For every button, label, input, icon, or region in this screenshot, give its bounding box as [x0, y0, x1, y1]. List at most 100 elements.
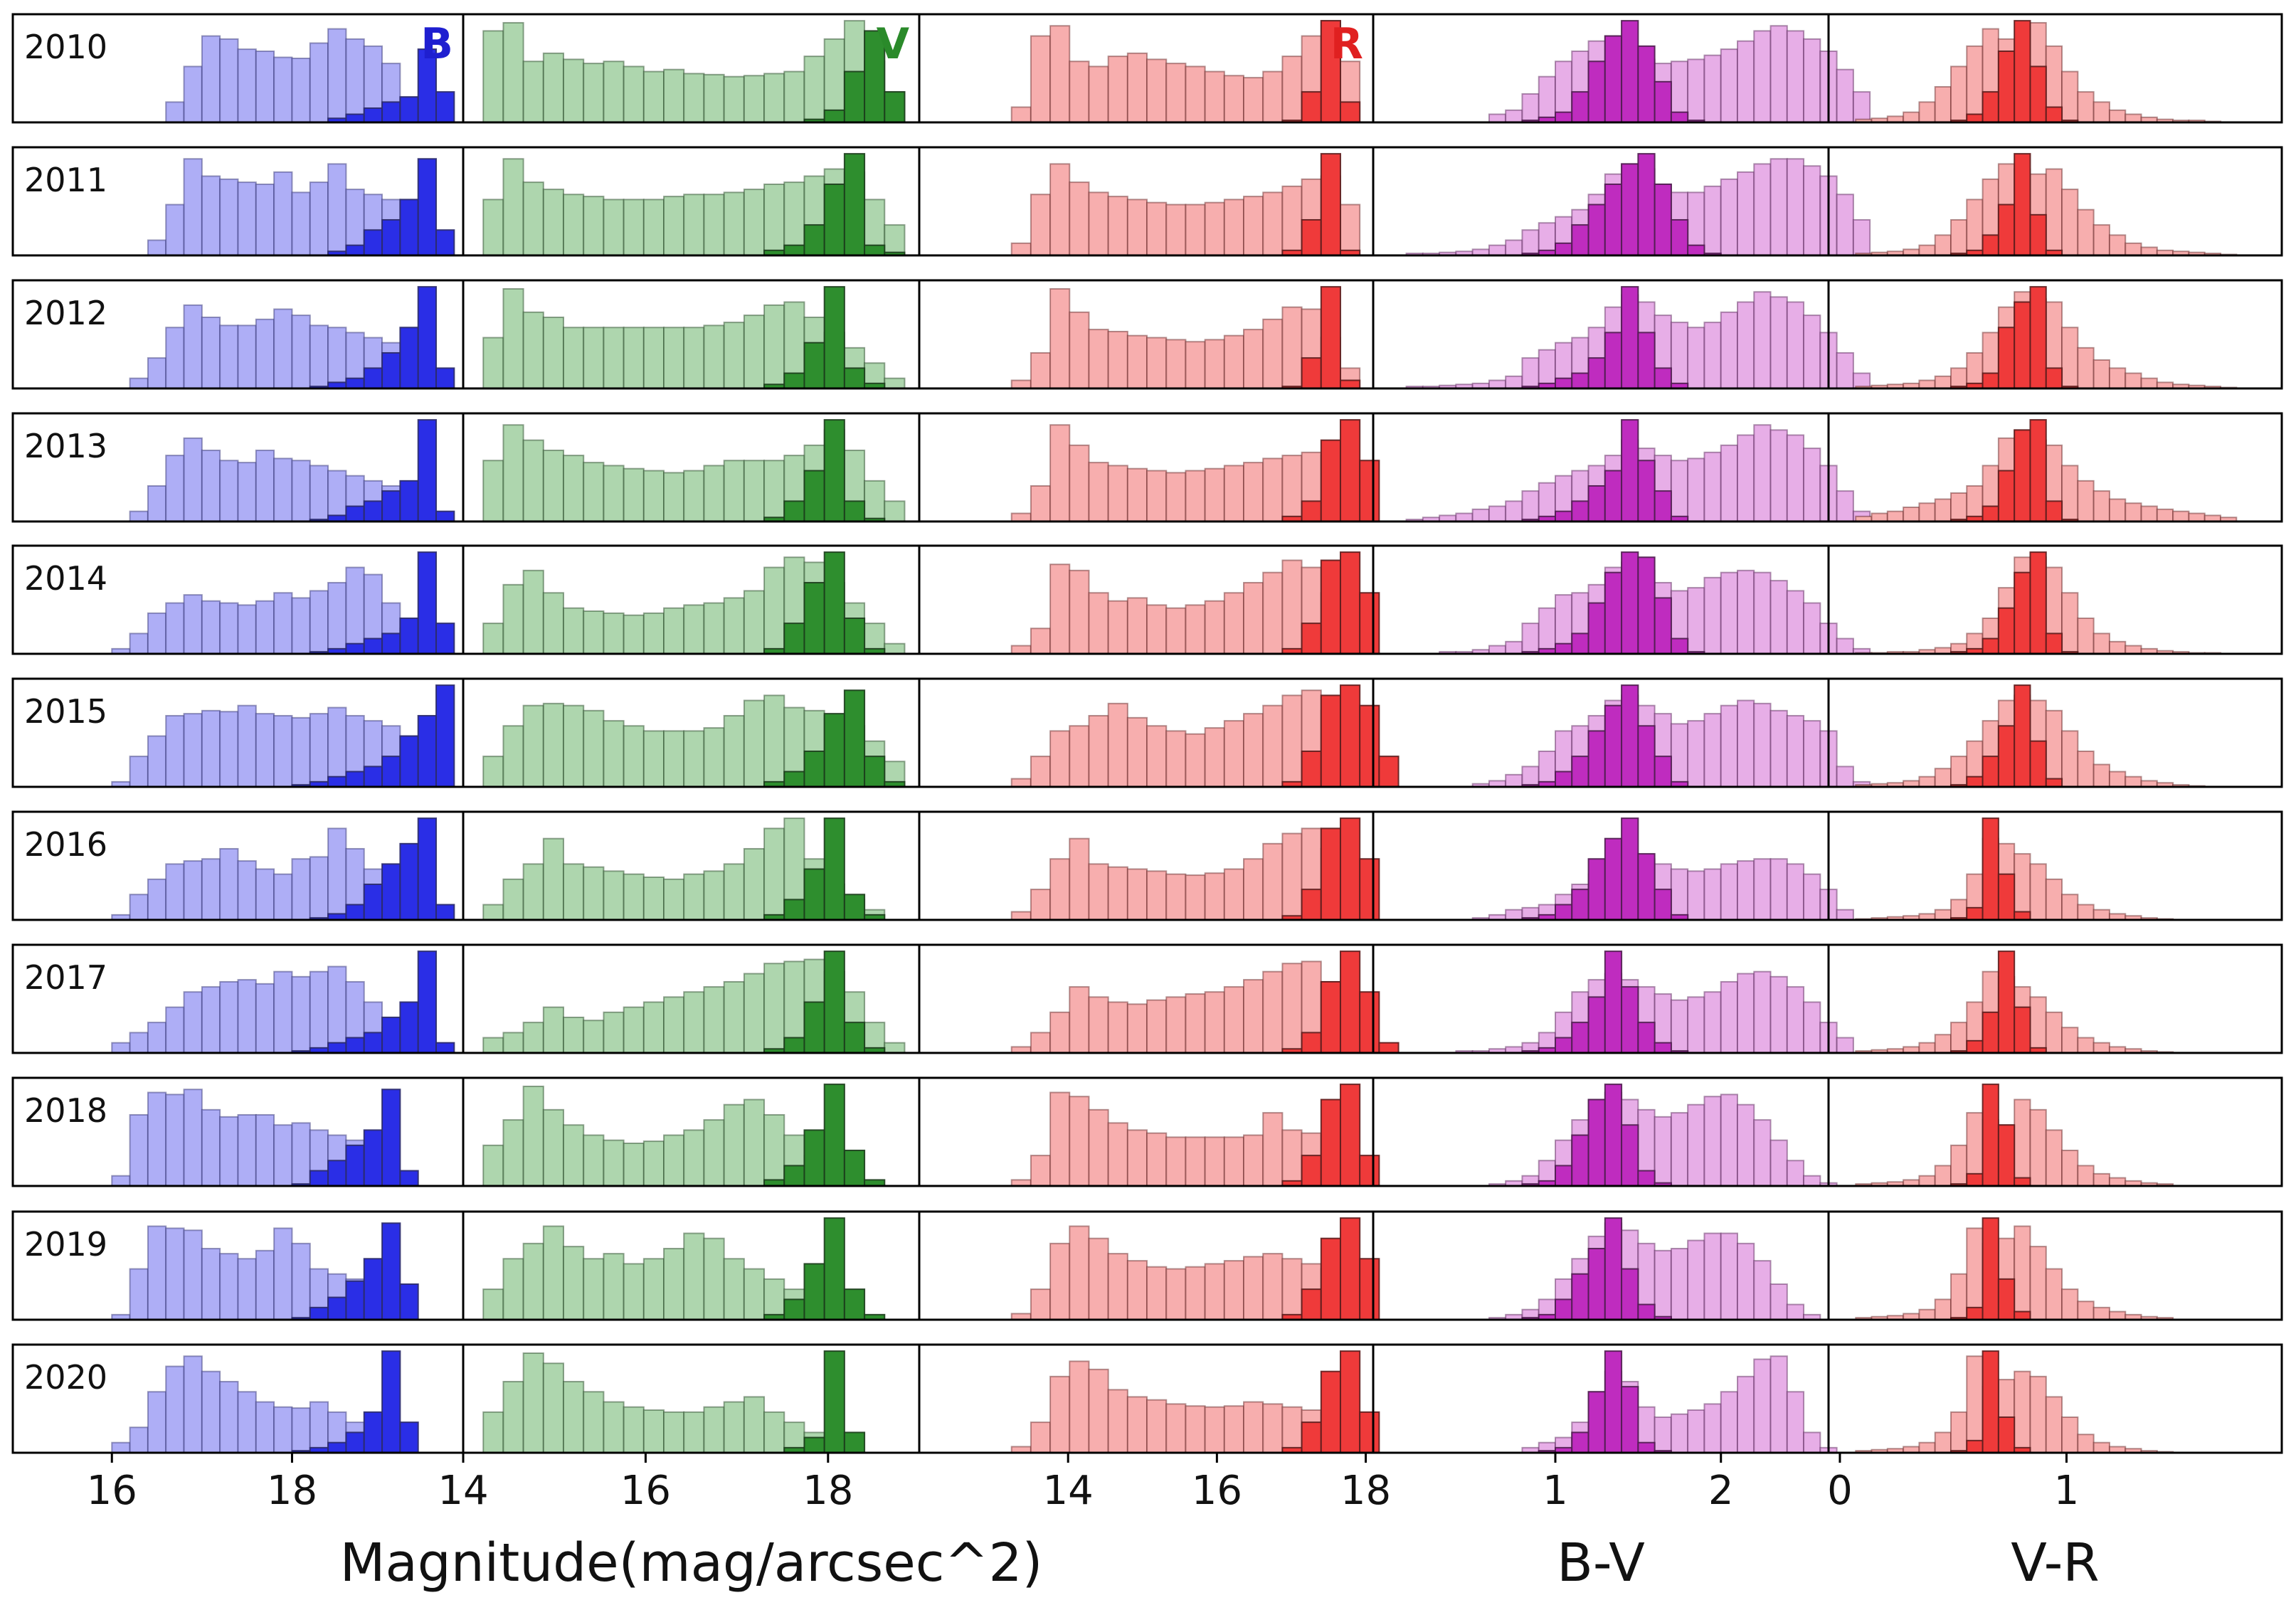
bar-v-2010-light-1 [482, 30, 504, 123]
bar-b-v-2016-dark-12 [1587, 858, 1606, 921]
bar-v-2011-light-12 [703, 194, 725, 256]
bar-b-v-2016-light-7 [1505, 909, 1523, 921]
bar-v-2015-dark-16 [783, 770, 805, 788]
bar-v-2011-light-5 [563, 194, 585, 256]
bar-v-2017-dark-19 [843, 1022, 866, 1054]
bar-b-2014-light-7 [147, 612, 167, 655]
bar-b-v-2010-light-23 [1769, 25, 1788, 124]
bar-b-2014-dark-20 [381, 632, 401, 655]
bar-b-v-2010-dark-10 [1555, 111, 1573, 124]
bar-v-r-2013-light-5 [1918, 502, 1936, 523]
bar-r-2020-light-12 [1165, 1403, 1187, 1454]
bar-r-2017-light-16 [1243, 979, 1264, 1054]
bar-b-2014-light-15 [291, 597, 311, 655]
bar-v-2020-light-3 [522, 1352, 544, 1453]
bar-r-2017-light-9 [1107, 1001, 1128, 1054]
bar-b-2017-dark-19 [363, 1032, 383, 1054]
bar-b-2020-light-7 [147, 1391, 167, 1454]
bar-v-r-2010-light-5 [1918, 101, 1936, 123]
bar-b-v-2010-dark-14 [1621, 20, 1639, 124]
bar-b-v-2016-light-17 [1670, 868, 1689, 921]
bar-r-2016-dark-22 [1359, 858, 1380, 921]
bar-b-v-2020-dark-11 [1571, 1431, 1589, 1454]
bar-v-2014-dark-16 [783, 623, 805, 655]
bar-v-r-2011-dark-12 [2029, 213, 2047, 257]
bar-v-r-2015-light-13 [2045, 709, 2063, 788]
bar-v-2019-light-8 [623, 1263, 645, 1321]
bar-b-v-2013-dark-16 [1654, 490, 1672, 523]
bar-b-2011-light-11 [219, 178, 239, 256]
bar-r-2012-light-10 [1126, 334, 1148, 390]
bar-b-2016-dark-22 [417, 817, 438, 921]
bar-r-2014-light-5 [1030, 627, 1052, 655]
bar-r-2010-light-5 [1030, 35, 1052, 123]
bar-v-r-2018-light-12 [2029, 1108, 2047, 1187]
bar-r-2017-light-7 [1069, 986, 1090, 1054]
bar-b-v-2014-dark-13 [1604, 571, 1623, 655]
panel-frame-v-r-2012 [1827, 279, 2283, 390]
bar-b-v-2020-light-20 [1720, 1391, 1738, 1454]
bar-b-v-2012-light-8 [1521, 357, 1540, 390]
bar-v-r-2017-light-16 [2093, 1042, 2110, 1054]
bar-r-2013-light-6 [1049, 424, 1071, 523]
bar-b-2016-light-17 [327, 827, 347, 921]
panel-v-2011 [462, 146, 921, 257]
bar-v-r-2016-light-13 [2045, 878, 2063, 921]
bar-b-v-2018-light-24 [1786, 1160, 1805, 1187]
bar-b-v-2016-dark-14 [1621, 817, 1639, 921]
panel-b-v-2020 [1372, 1343, 1838, 1454]
bar-b-2018-light-8 [165, 1093, 185, 1187]
bar-r-2012-dark-20 [1320, 286, 1341, 389]
bar-b-2019-light-14 [273, 1227, 293, 1321]
bar-r-2018-light-6 [1049, 1091, 1071, 1187]
bar-b-2018-dark-19 [363, 1129, 383, 1187]
bar-b-v-2018-light-23 [1769, 1139, 1788, 1187]
bar-v-r-2013-light-2 [1871, 512, 1888, 523]
bar-r-2014-light-8 [1088, 592, 1109, 655]
bar-v-r-2019-dark-11 [2014, 1310, 2031, 1320]
bar-b-2018-dark-17 [327, 1160, 347, 1187]
bar-b-2020-light-5 [111, 1441, 131, 1453]
bar-v-2020-light-14 [743, 1396, 766, 1454]
bar-b-2013-light-14 [273, 457, 293, 522]
bar-r-2012-light-16 [1243, 329, 1264, 390]
bar-b-v-2013-light-27 [1836, 490, 1854, 523]
bar-r-2011-light-13 [1185, 203, 1206, 256]
tick-label-r-16: 16 [1192, 1468, 1242, 1514]
bar-b-v-2017-dark-12 [1587, 996, 1606, 1054]
bar-b-v-2018-light-21 [1737, 1103, 1755, 1187]
bar-b-2012-light-14 [273, 308, 293, 389]
bar-b-2016-light-7 [147, 878, 167, 921]
bar-r-2015-dark-21 [1339, 684, 1361, 788]
bar-b-2018-light-9 [183, 1088, 203, 1187]
bar-v-r-2012-light-5 [1918, 379, 1936, 390]
bar-b-v-2015-light-27 [1836, 766, 1854, 788]
bar-b-v-2012-dark-15 [1637, 332, 1656, 390]
bar-b-2015-dark-18 [345, 770, 365, 788]
bar-b-2013-dark-20 [381, 490, 401, 523]
bar-b-v-2015-light-25 [1803, 720, 1821, 788]
bar-b-2019-light-7 [147, 1225, 167, 1321]
bar-b-v-2015-dark-16 [1654, 756, 1672, 788]
bar-r-2013-light-11 [1146, 470, 1168, 522]
bar-v-2011-light-16 [783, 181, 805, 257]
bar-b-v-2013-dark-14 [1621, 419, 1639, 522]
bar-r-2012-light-18 [1281, 306, 1303, 390]
bar-v-r-2013-light-15 [2077, 480, 2095, 522]
panel-v-r-2014 [1827, 544, 2283, 655]
bar-b-2012-dark-18 [345, 377, 365, 390]
bar-b-2014-dark-18 [345, 642, 365, 655]
bar-b-2012-light-12 [237, 324, 257, 389]
bar-v-r-2010-light-14 [2061, 70, 2079, 123]
bar-v-r-2011-light-8 [1966, 198, 1984, 257]
bar-v-2015-light-11 [683, 730, 705, 788]
bar-v-2011-dark-20 [864, 244, 886, 256]
bar-b-2017-light-6 [129, 1032, 149, 1054]
bar-v-r-2013-light-14 [2061, 465, 2079, 522]
bar-v-r-2017-dark-10 [1997, 950, 2016, 1054]
bar-v-2020-light-12 [703, 1406, 725, 1453]
bar-b-2016-dark-21 [399, 842, 419, 921]
bar-b-v-2014-light-18 [1687, 587, 1705, 655]
bar-v-r-2018-dark-8 [1966, 1172, 1984, 1187]
bar-v-r-2012-light-15 [2077, 346, 2095, 390]
